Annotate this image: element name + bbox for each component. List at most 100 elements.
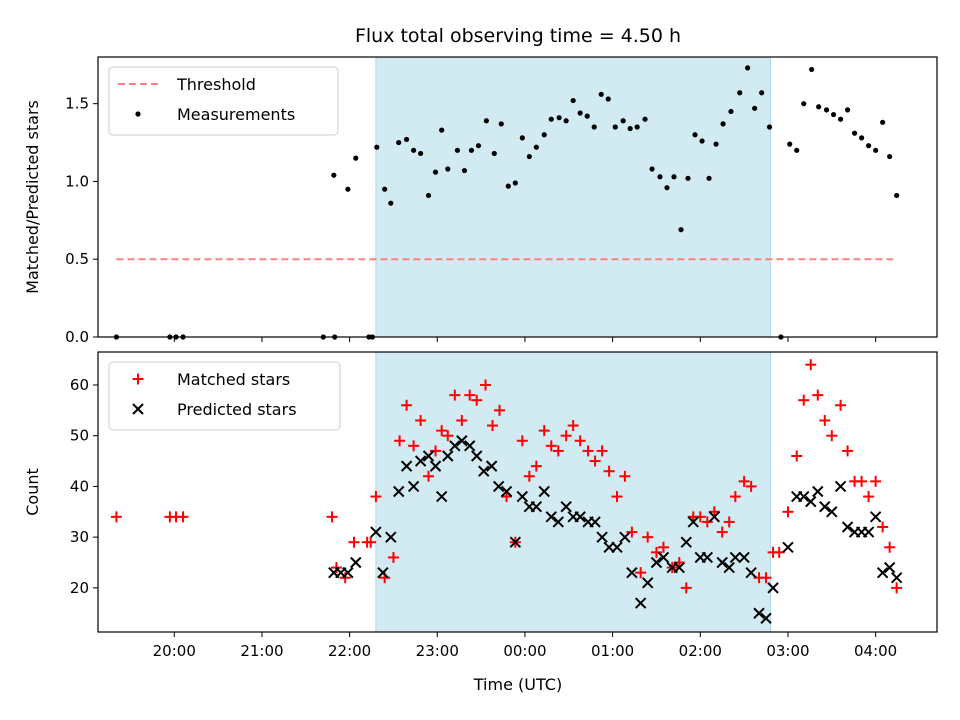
- measurement-point: [685, 175, 691, 181]
- legend-swatch-dot: [135, 111, 141, 117]
- predicted-star-point: [414, 455, 427, 467]
- measurement-point: [678, 227, 684, 233]
- predicted-star-point: [890, 572, 903, 584]
- predicted-star-point: [862, 526, 875, 538]
- matched-star-point: [716, 526, 728, 538]
- predicted-star-point: [798, 490, 810, 503]
- predicted-star-point: [708, 511, 721, 523]
- top-panel-marks: [113, 65, 900, 340]
- y-tick-label: 60: [70, 376, 89, 394]
- predicted-star-point: [456, 435, 468, 447]
- matched-star-point: [611, 491, 623, 503]
- measurement-point: [526, 153, 532, 160]
- bottom-panel-legend: Matched stars Predicted stars: [108, 361, 341, 431]
- predicted-star-point: [657, 551, 670, 564]
- measurement-point: [425, 192, 432, 199]
- predicted-star-point: [589, 516, 601, 528]
- bottom-panel-x-ticks: 20:00 21:00 22:00 23:00 00:00 01:00 02:00 03:00…: [153, 632, 897, 660]
- predicted-star-point: [716, 556, 728, 569]
- y-tick-label: 20: [70, 579, 89, 597]
- predicted-star-point: [650, 556, 663, 569]
- matched-star-point: [760, 572, 772, 584]
- matched-star-point: [619, 470, 631, 482]
- shaded-observing-window: [375, 351, 771, 633]
- predicted-star-point: [819, 501, 831, 513]
- measurement-point: [873, 147, 879, 153]
- y-tick-label: 1.0: [65, 172, 89, 190]
- measurement-point: [439, 127, 445, 133]
- measurement-point: [374, 144, 380, 150]
- measurement-point: [461, 167, 468, 174]
- measurement-point: [816, 104, 822, 110]
- predicted-star-point: [782, 541, 794, 553]
- measurement-point: [483, 118, 489, 124]
- top-panel: 0.0 0.5 1.0 1.5 Matched/Predicted stars Thr…: [23, 56, 938, 346]
- predicted-star-point: [680, 536, 692, 548]
- matched-star-point: [863, 491, 875, 503]
- predicted-star-point: [673, 561, 685, 574]
- x-tick-label: 23:00: [416, 642, 459, 660]
- predicted-star-point: [471, 450, 483, 462]
- predicted-star-point: [701, 551, 714, 564]
- matched-star-point: [370, 491, 382, 503]
- predicted-star-point: [619, 531, 631, 543]
- legend-label: Measurements: [177, 105, 295, 124]
- predicted-star-point: [464, 440, 476, 452]
- predicted-star-point: [634, 597, 647, 609]
- x-tick-label: 01:00: [591, 642, 634, 660]
- matched-star-point: [596, 445, 608, 457]
- predicted-star-point: [738, 551, 750, 564]
- matched-star-point: [487, 420, 499, 432]
- bottom-panel-shaded-span: [375, 351, 771, 633]
- matched-star-point: [552, 445, 564, 457]
- measurement-point: [388, 200, 394, 206]
- matched-star-point: [891, 582, 903, 594]
- measurement-point: [418, 150, 424, 157]
- measurement-point: [728, 108, 734, 115]
- matched-star-point: [723, 516, 735, 528]
- measurement-point: [880, 119, 886, 125]
- bottom-panel-frame: [97, 351, 938, 633]
- bottom-panel: 20 30 40 50 60 20:00 21:00 22:00 23:00 00:00 01:0…: [23, 351, 938, 660]
- matched-star-point: [401, 399, 413, 411]
- matched-star-point: [560, 430, 572, 442]
- matched-star-point: [494, 404, 506, 416]
- matched-star-point: [694, 511, 706, 523]
- measurement-point: [498, 121, 504, 127]
- matched-star-point: [701, 516, 713, 528]
- measurement-point: [454, 147, 461, 153]
- x-tick-label: 03:00: [766, 642, 809, 660]
- measurement-point: [491, 150, 497, 157]
- x-tick-label: 20:00: [153, 642, 196, 660]
- x-tick-label: 02:00: [679, 642, 722, 660]
- x-tick-label: 00:00: [503, 642, 546, 660]
- measurement-point: [396, 139, 402, 146]
- measurement-point: [512, 180, 518, 186]
- predicted-star-point: [449, 440, 461, 452]
- matched-star-point: [177, 511, 189, 523]
- predicted-star-point: [723, 561, 735, 574]
- legend-swatch-x: [132, 403, 144, 415]
- top-panel-y-axis-label: Matched/Predicted stars: [23, 100, 42, 294]
- x-axis-label: Time (UTC): [473, 675, 562, 694]
- matched-star-point: [805, 359, 817, 371]
- predicted-star-point: [745, 566, 757, 579]
- matched-star-point: [782, 506, 794, 518]
- legend-box: [108, 66, 339, 136]
- matched-star-point: [545, 440, 557, 452]
- predicted-star-point: [538, 485, 550, 498]
- measurement-point: [353, 155, 359, 161]
- predicted-star-point: [552, 516, 564, 528]
- matched-star-point: [738, 475, 750, 487]
- predicted-star-point: [876, 566, 889, 579]
- matched-star-point: [582, 445, 594, 457]
- measurement-point: [787, 141, 793, 147]
- chart-title: Flux total observing time = 4.50 h: [355, 25, 681, 47]
- predicted-star-point: [442, 450, 454, 462]
- bottom-panel-y-ticks: 20 30 40 50 60: [70, 376, 98, 597]
- predicted-star-point: [812, 485, 824, 498]
- matched-star-point: [464, 389, 476, 401]
- legend-label: Predicted stars: [177, 400, 297, 419]
- matched-star-point: [394, 435, 406, 447]
